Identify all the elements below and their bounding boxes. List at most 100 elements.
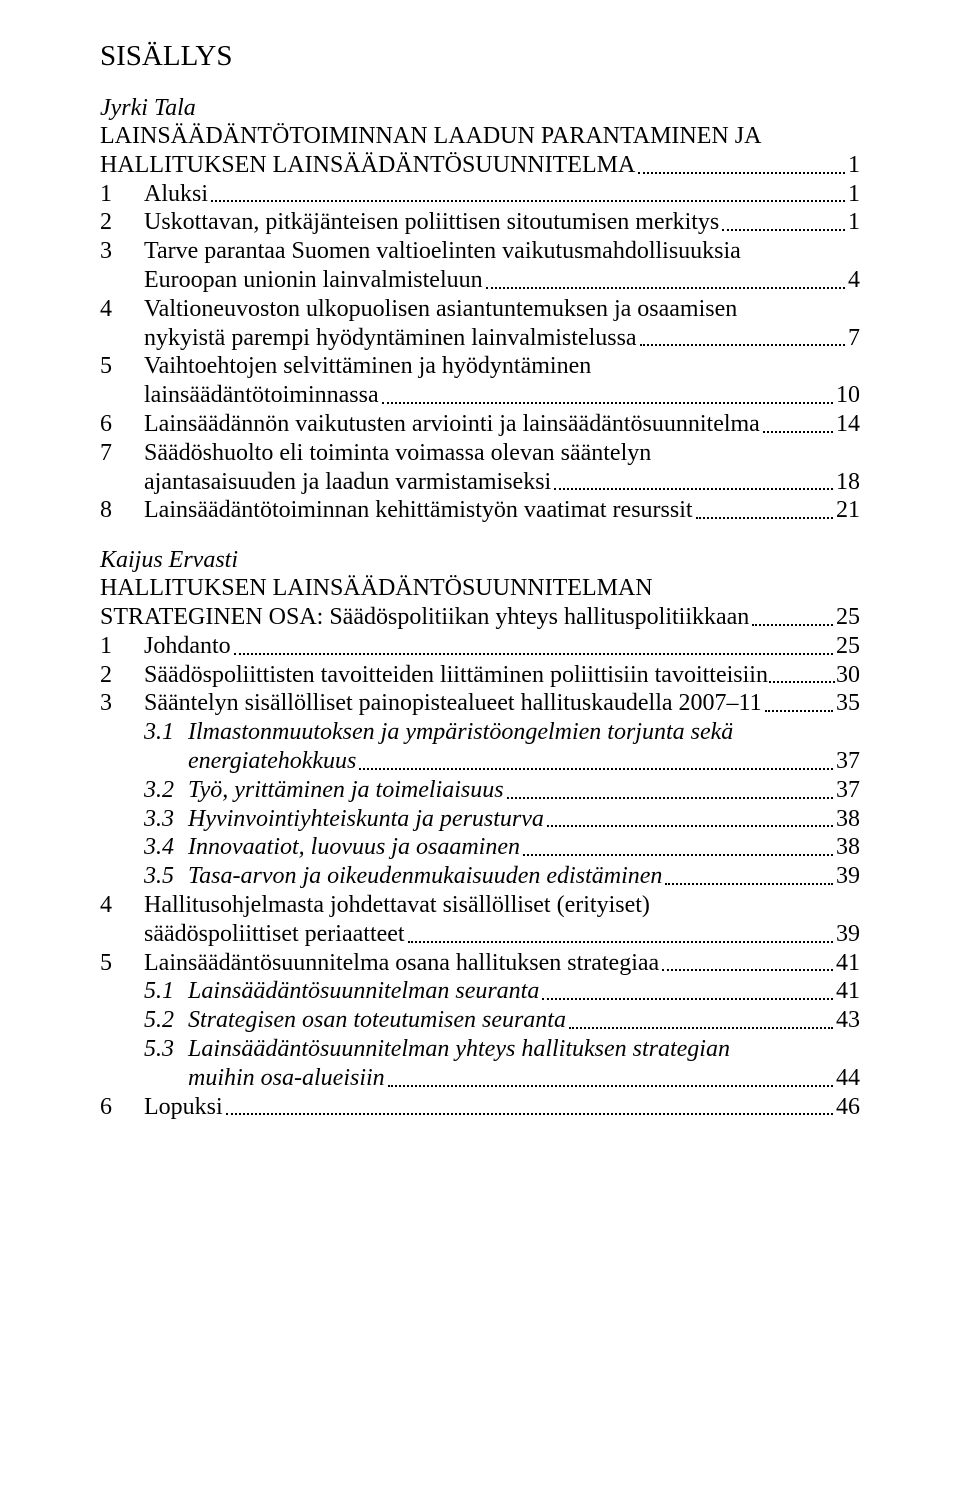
toc-entry-text: Uskottavan, pitkäjänteisen poliittisen s…	[144, 208, 719, 237]
toc-entry-text: Hallitusohjelmasta johdettavat sisällöll…	[144, 891, 650, 920]
leader-dots	[542, 998, 833, 1000]
toc-subentry-number: 5.3	[144, 1035, 188, 1064]
section-heading-text: HALLITUKSEN LAINSÄÄDÄNTÖSUUNNITELMA	[100, 151, 635, 180]
toc-subentry-number: 5.2	[144, 1006, 188, 1035]
toc-entry-number: 6	[100, 410, 144, 439]
toc-entry-page: 38	[836, 805, 860, 834]
toc-entry-text: Lainsäädäntösuunnitelma osana hallitukse…	[144, 949, 659, 978]
toc-subentry-line: muihin osa-alueisiin 44	[100, 1064, 860, 1093]
toc-subentry-line: 3.4Innovaatiot, luovuus ja osaaminen38	[100, 833, 860, 862]
toc-entry-page: 7	[848, 324, 860, 353]
toc-entry-text: lainsäädäntötoiminnassa	[144, 381, 379, 410]
toc-entry-line: lainsäädäntötoiminnassa 10	[100, 381, 860, 410]
toc-entry-line: 5Vaihtoehtojen selvittäminen ja hyödyntä…	[100, 352, 860, 381]
toc-entry-page: 1	[848, 180, 860, 209]
toc-entry-line: 8Lainsäädäntötoiminnan kehittämistyön va…	[100, 496, 860, 525]
toc-entry-text: nykyistä parempi hyödyntäminen lainvalmi…	[144, 324, 637, 353]
toc-subentry-line: 3.2Työ, yrittäminen ja toimeliaisuus37	[100, 776, 860, 805]
toc-entry-line: 7Säädöshuolto eli toiminta voimassa olev…	[100, 439, 860, 468]
toc-entry-text: muihin osa-alueisiin	[188, 1064, 385, 1093]
toc-subentry-line: 5.3Lainsäädäntösuunnitelman yhteys halli…	[100, 1035, 860, 1064]
toc-entry-line: ajantasaisuuden ja laadun varmistamiseks…	[100, 468, 860, 497]
toc-entry-text: ajantasaisuuden ja laadun varmistamiseks…	[144, 468, 551, 497]
toc-entry-line: nykyistä parempi hyödyntäminen lainvalmi…	[100, 324, 860, 353]
leader-dots	[359, 768, 833, 770]
toc-entry-text: Valtioneuvoston ulkopuolisen asiantuntem…	[144, 295, 737, 324]
section-author: Jyrki Tala	[100, 95, 860, 122]
toc-subentry-number: 3.1	[144, 718, 188, 747]
leader-dots	[722, 229, 845, 231]
toc-entry-text: Tasa-arvon ja oikeudenmukaisuuden edistä…	[188, 862, 662, 891]
section-heading-text: LAINSÄÄDÄNTÖTOIMINNAN LAADUN PARANTAMINE…	[100, 122, 761, 151]
toc-subentry-number: 3.5	[144, 862, 188, 891]
toc-entry-line: 1Johdanto25	[100, 632, 860, 661]
toc-entry-line: 6Lainsäädännön vaikutusten arviointi ja …	[100, 410, 860, 439]
leader-dots	[665, 883, 833, 885]
toc-section: Jyrki TalaLAINSÄÄDÄNTÖTOIMINNAN LAADUN P…	[100, 95, 860, 525]
toc-entry-text: Innovaatiot, luovuus ja osaaminen	[188, 833, 520, 862]
leader-dots	[226, 1113, 833, 1115]
toc-subentry-number: 3.4	[144, 833, 188, 862]
toc-entry-text: Euroopan unionin lainvalmisteluun	[144, 266, 483, 295]
leader-dots	[554, 488, 833, 490]
toc-entry-page: 10	[836, 381, 860, 410]
toc-subentry-line: 3.5Tasa-arvon ja oikeudenmukaisuuden edi…	[100, 862, 860, 891]
toc-entry-text: Lopuksi	[144, 1093, 223, 1122]
toc-entry-page: 21	[836, 496, 860, 525]
toc-entry-line: 1Aluksi1	[100, 180, 860, 209]
leader-dots	[640, 344, 845, 346]
toc-entry-line: Euroopan unionin lainvalmisteluun4	[100, 266, 860, 295]
leader-dots	[507, 797, 833, 799]
toc-entry-text: Johdanto	[144, 632, 231, 661]
toc-entry-page: 14	[836, 410, 860, 439]
leader-dots	[547, 825, 833, 827]
toc-entry-text: Aluksi	[144, 180, 208, 209]
leader-dots	[486, 287, 845, 289]
toc-entry-line: säädöspoliittiset periaatteet39	[100, 920, 860, 949]
toc-entry-page: 25	[836, 632, 860, 661]
toc-entry-page: 41	[836, 949, 860, 978]
toc-entry-page: 46	[836, 1093, 860, 1122]
leader-dots	[765, 710, 833, 712]
toc-subentry-line: 5.1Lainsäädäntösuunnitelman seuranta41	[100, 977, 860, 1006]
toc-entry-text: Sääntelyn sisällölliset painopistealueet…	[144, 689, 762, 718]
leader-dots	[523, 854, 833, 856]
toc-entry-line: 5Lainsäädäntösuunnitelma osana hallituks…	[100, 949, 860, 978]
leader-dots	[638, 172, 845, 174]
toc-subentry-number: 3.3	[144, 805, 188, 834]
sections-container: Jyrki TalaLAINSÄÄDÄNTÖTOIMINNAN LAADUN P…	[100, 95, 860, 1121]
toc-entry-number: 3	[100, 237, 144, 266]
toc-entry-line: 4Valtioneuvoston ulkopuolisen asiantunte…	[100, 295, 860, 324]
toc-entry-line: 2Uskottavan, pitkäjänteisen poliittisen …	[100, 208, 860, 237]
leader-dots	[763, 431, 833, 433]
leader-dots	[408, 941, 833, 943]
leader-dots	[769, 681, 835, 683]
section-author: Kaijus Ervasti	[100, 547, 860, 574]
toc-entry-page: 44	[836, 1064, 860, 1093]
toc-entry-page: 37	[836, 776, 860, 805]
page-container: SISÄLLYS Jyrki TalaLAINSÄÄDÄNTÖTOIMINNAN…	[0, 0, 960, 1201]
toc-entry-text: Tarve parantaa Suomen valtioelinten vaik…	[144, 237, 741, 266]
section-heading: LAINSÄÄDÄNTÖTOIMINNAN LAADUN PARANTAMINE…	[100, 122, 860, 180]
toc-entry-page: 18	[836, 468, 860, 497]
toc-entry-text: Säädöspoliittisten tavoitteiden liittämi…	[144, 661, 768, 690]
section-heading-text: HALLITUKSEN LAINSÄÄDÄNTÖSUUNNITELMAN	[100, 574, 653, 603]
toc-entry-number: 4	[100, 295, 144, 324]
toc-entry-number: 4	[100, 891, 144, 920]
toc-subentry-number: 3.2	[144, 776, 188, 805]
toc-entry-line: 6Lopuksi46	[100, 1093, 860, 1122]
section-heading-text: STRATEGINEN OSA: Säädöspolitiikan yhteys…	[100, 603, 749, 632]
leader-dots	[234, 653, 833, 655]
leader-dots	[382, 402, 833, 404]
section-heading-line: LAINSÄÄDÄNTÖTOIMINNAN LAADUN PARANTAMINE…	[100, 122, 860, 151]
toc-entry-page: 30	[836, 661, 860, 690]
toc-entry-number: 7	[100, 439, 144, 468]
toc-entry-line: 3Tarve parantaa Suomen valtioelinten vai…	[100, 237, 860, 266]
toc-entry-page: 43	[836, 1006, 860, 1035]
toc-entry-line: 3Sääntelyn sisällölliset painopistealuee…	[100, 689, 860, 718]
section-heading: HALLITUKSEN LAINSÄÄDÄNTÖSUUNNITELMANSTRA…	[100, 574, 860, 632]
leader-dots	[752, 624, 833, 626]
toc-entry-number: 1	[100, 180, 144, 209]
toc-entry-text: Lainsäädäntösuunnitelman yhteys hallituk…	[188, 1035, 730, 1064]
toc-entry-text: säädöspoliittiset periaatteet	[144, 920, 405, 949]
